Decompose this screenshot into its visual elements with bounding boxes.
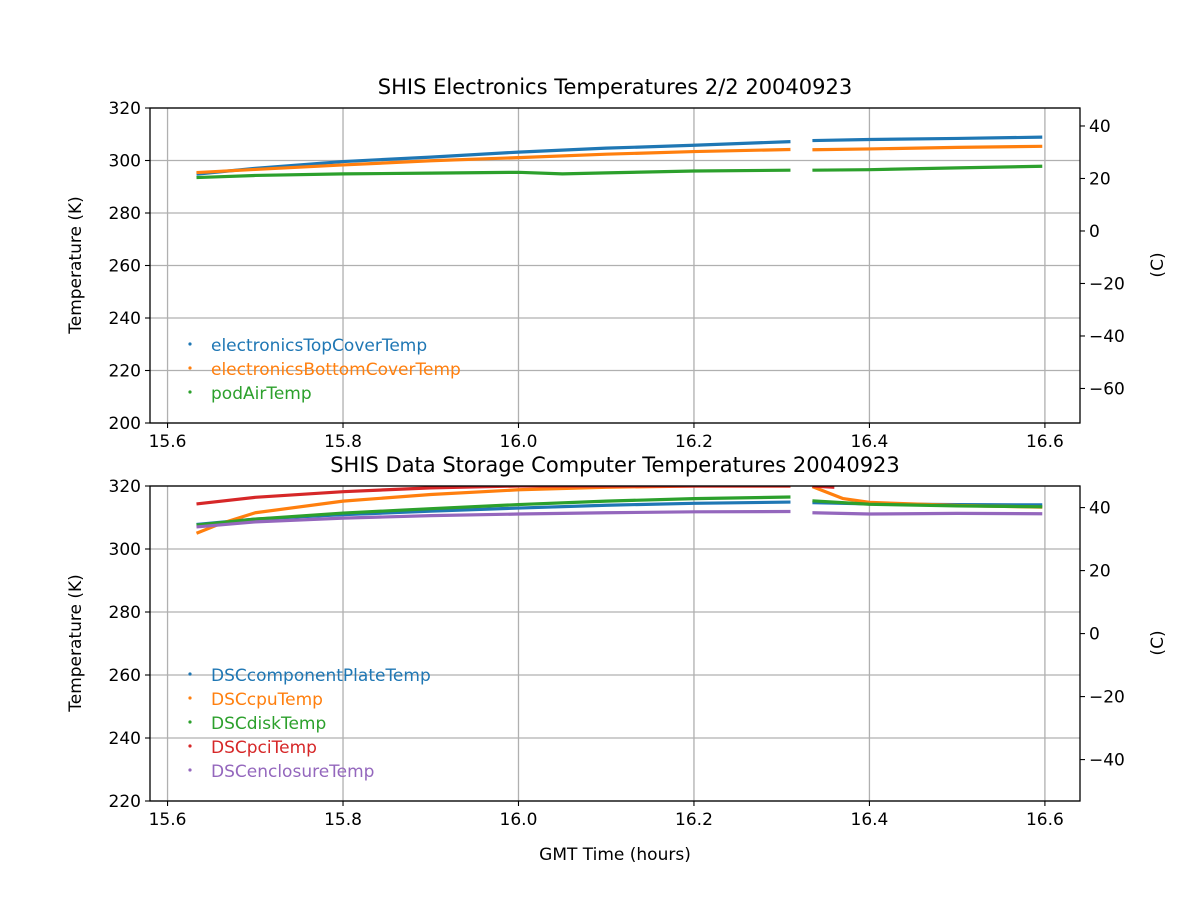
bottom-y2-tick-label: 20 <box>1089 562 1111 582</box>
top-legend-marker <box>188 390 192 394</box>
top-chart-ylabel: Temperature (K) <box>66 196 86 335</box>
top-y-tick-label: 280 <box>109 204 141 224</box>
bottom-y2-tick-label: −40 <box>1089 751 1125 771</box>
bottom-y2-tick-label: −20 <box>1089 688 1125 708</box>
bottom-legend: DSCcomponentPlateTemp DSCcpuTemp DSCdiskTe… <box>188 666 431 782</box>
top-chart: 15.6 15.8 16.0 16.2 16.4 16.62002202402602803… <box>109 99 1125 452</box>
bottom-series-DSCdiskTemp-segment-1 <box>812 499 1043 509</box>
top-plot-area <box>196 135 1043 180</box>
bottom-y2-tick-label: 40 <box>1089 499 1111 519</box>
bottom-chart-title: SHIS Data Storage Computer Temperatures … <box>330 453 900 477</box>
bottom-series-DSCdiskTemp-segment-0 <box>196 495 791 527</box>
bottom-y-tick-label: 260 <box>109 666 141 686</box>
bottom-legend-label: DSCenclosureTemp <box>211 762 374 782</box>
top-y-tick-label: 240 <box>109 309 141 329</box>
bottom-legend-marker <box>188 672 192 676</box>
top-series-electronicsBottomCoverTemp-segment-0 <box>196 147 791 175</box>
bottom-chart-xlabel: GMT Time (hours) <box>539 845 691 865</box>
top-y-tick-label: 220 <box>109 362 141 382</box>
top-series-podAirTemp-segment-1 <box>812 164 1043 172</box>
top-series-electronicsTopCoverTemp-segment-1 <box>812 135 1043 143</box>
bottom-x-tick-label: 15.6 <box>149 810 187 830</box>
bottom-chart: 15.6 15.8 16.0 16.2 16.4 16.6 220 240 260 280 300 3… <box>109 477 1125 830</box>
bottom-x-tick-label: 16.2 <box>675 810 713 830</box>
top-y-tick-label: 300 <box>109 152 141 172</box>
bottom-legend-marker <box>188 768 192 772</box>
bottom-x-tick-label: 15.8 <box>324 810 362 830</box>
top-series-electronicsBottomCoverTemp-segment-1 <box>812 144 1043 152</box>
top-x-tick-label: 15.6 <box>149 432 187 452</box>
bottom-x-tick-label: 16.4 <box>851 810 889 830</box>
top-x-tick-label: 16.6 <box>1026 432 1064 452</box>
top-chart-ylabel-right: (C) <box>1148 252 1168 277</box>
top-x-tick-label: 16.4 <box>851 432 889 452</box>
top-y2-tick-label: −40 <box>1089 327 1125 347</box>
top-legend-marker <box>188 366 192 370</box>
top-y2-tick-label: −20 <box>1089 274 1125 294</box>
bottom-series-DSCenclosureTemp-segment-1 <box>812 511 1043 516</box>
bottom-legend-marker <box>188 744 192 748</box>
top-x-tick-label: 15.8 <box>324 432 362 452</box>
bottom-legend-label: DSCdiskTemp <box>211 714 326 734</box>
bottom-y-tick-label: 300 <box>109 540 141 560</box>
bottom-x-tick-label: 16.6 <box>1026 810 1064 830</box>
top-y-tick-label: 200 <box>109 414 141 434</box>
top-y2-tick-label: 20 <box>1089 169 1111 189</box>
top-y-tick-label: 260 <box>109 257 141 277</box>
top-y2-tick-label: 40 <box>1089 117 1111 137</box>
bottom-y-tick-label: 240 <box>109 729 141 749</box>
bottom-y-tick-label: 280 <box>109 603 141 623</box>
top-chart-title: SHIS Electronics Temperatures 2/2 200409… <box>378 75 852 99</box>
top-legend-label: electronicsTopCoverTemp <box>211 336 427 356</box>
top-y2-tick-label: 0 <box>1089 222 1100 242</box>
top-x-tick-label: 16.0 <box>500 432 538 452</box>
bottom-y-tick-label: 320 <box>109 477 141 497</box>
bottom-axes-frame <box>149 485 1081 802</box>
top-x-tick-label: 16.2 <box>675 432 713 452</box>
bottom-chart-ylabel: Temperature (K) <box>66 574 86 713</box>
top-y2-tick-label: −60 <box>1089 379 1125 399</box>
bottom-legend-label: DSCcomponentPlateTemp <box>211 666 431 686</box>
bottom-chart-ylabel-right: (C) <box>1148 630 1168 655</box>
bottom-series-DSCenclosureTemp-segment-0 <box>196 509 791 529</box>
bottom-legend-label: DSCcpuTemp <box>211 690 323 710</box>
bottom-y-tick-label: 220 <box>109 792 141 812</box>
top-legend-marker <box>188 342 192 346</box>
top-legend: electronicsTopCoverTemp electronicsBottom… <box>188 336 461 404</box>
top-y-tick-label: 320 <box>109 99 141 119</box>
bottom-legend-marker <box>188 696 192 700</box>
bottom-series-DSCpciTemp-segment-0 <box>196 486 791 506</box>
top-legend-label: podAirTemp <box>211 384 312 404</box>
bottom-x-tick-label: 16.0 <box>500 810 538 830</box>
bottom-legend-marker <box>188 720 192 724</box>
bottom-legend-label: DSCpciTemp <box>211 738 317 758</box>
top-legend-label: electronicsBottomCoverTemp <box>211 360 461 380</box>
bottom-y2-tick-label: 0 <box>1089 625 1100 645</box>
top-series-podAirTemp-segment-0 <box>196 168 791 180</box>
